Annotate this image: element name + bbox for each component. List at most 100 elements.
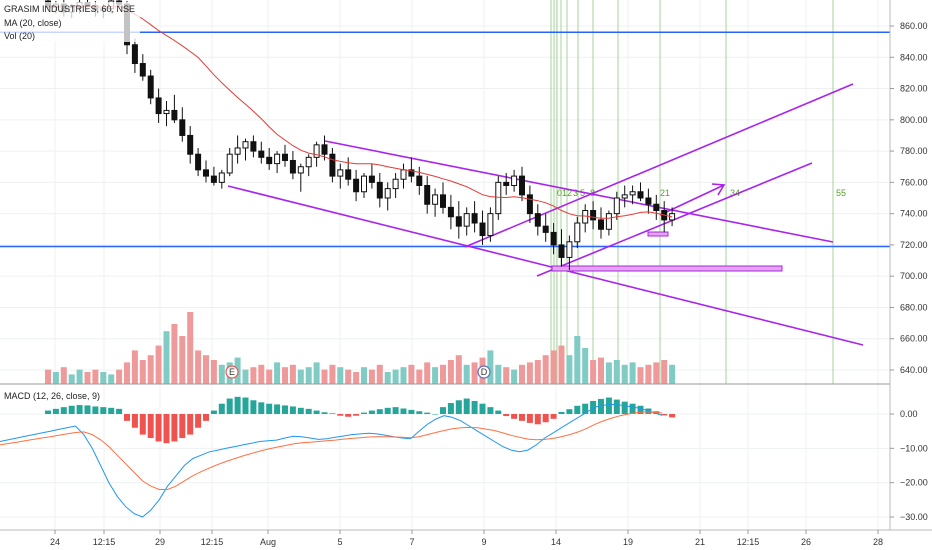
event-badge-letter: E	[229, 367, 235, 377]
candle-body	[511, 175, 518, 186]
macd-histogram-bar	[368, 410, 375, 414]
fib-zone-label: 3	[573, 188, 578, 198]
volume-bar	[542, 355, 549, 384]
macd-tick-label: −20.00	[900, 478, 928, 488]
macd-histogram-bar	[424, 412, 431, 414]
macd-histogram-bar	[147, 414, 154, 439]
macd-histogram-bar	[669, 414, 676, 418]
candle-body	[463, 213, 470, 227]
volume-bar	[124, 362, 130, 384]
macd-histogram-bar	[463, 398, 470, 414]
volume-bar	[471, 362, 478, 384]
macd-histogram-bar	[661, 414, 668, 416]
price-tick-label: 760.00	[900, 177, 928, 187]
volume-bar	[463, 364, 470, 384]
macd-histogram-bar	[116, 408, 123, 414]
macd-histogram-bar	[187, 414, 194, 435]
candle-body	[329, 153, 336, 177]
macd-histogram-bar	[242, 397, 249, 414]
fib-zone-label: 55	[836, 188, 846, 198]
volume-bar	[68, 374, 75, 384]
volume-bar	[305, 367, 312, 384]
time-tick-label: 26	[801, 537, 811, 547]
macd-histogram-bar	[590, 400, 597, 414]
macd-histogram-bar	[92, 406, 99, 414]
volume-bar	[92, 369, 99, 384]
macd-histogram-bar	[487, 407, 494, 414]
volume-bar	[242, 369, 249, 384]
candle-body	[297, 166, 304, 174]
macd-histogram-bar	[266, 403, 273, 414]
macd-histogram-bar	[542, 414, 549, 423]
macd-histogram-bar	[392, 407, 399, 414]
time-axis: 24 12:15 29 12:15 Aug 5 7 9 14 19 21 12:15 26 28	[50, 530, 883, 547]
macd-histogram-bar	[345, 414, 352, 417]
volume-bar	[376, 364, 383, 384]
candle-body	[187, 134, 194, 155]
macd-histogram-bar	[250, 400, 257, 414]
event-badge	[477, 365, 491, 379]
macd-histogram-bar	[511, 414, 518, 419]
time-tick-label: 29	[155, 537, 165, 547]
volume-bar	[195, 350, 202, 384]
macd-histogram-bar	[432, 414, 439, 415]
macd-tick-label: 0.00	[900, 409, 918, 419]
volume-bar	[321, 369, 328, 384]
macd-histogram-bar	[613, 399, 620, 414]
volume-bar	[163, 331, 170, 384]
volume-bar	[487, 350, 494, 384]
volume-bar	[108, 374, 115, 384]
macd-histogram-bar	[455, 400, 462, 414]
macd-histogram-bar	[479, 403, 486, 414]
macd-histogram-bar	[52, 408, 59, 414]
ma-indicator-label: MA (20, close)	[4, 18, 62, 28]
time-tick-label: 12:15	[93, 537, 116, 547]
macd-histogram-bar	[218, 403, 225, 414]
candle-body	[416, 175, 423, 186]
time-tick-label: Aug	[260, 537, 276, 547]
volume-bar	[274, 362, 281, 384]
price-axis: 860.00 840.00 820.00 800.00 780.00 760.00 740.…	[890, 21, 928, 375]
candle-body	[637, 191, 644, 199]
volume-bar	[447, 360, 454, 384]
macd-histogram-bar	[361, 412, 367, 414]
event-badge	[225, 365, 239, 379]
volume-bar	[147, 355, 154, 384]
candle-body	[361, 175, 367, 193]
volume-bar	[605, 362, 612, 384]
volume-bar	[400, 367, 407, 384]
candle-body	[313, 144, 320, 158]
volume-bar	[210, 360, 217, 384]
candle-body	[598, 219, 604, 230]
volume-bar	[313, 362, 320, 384]
volume-bar	[629, 362, 636, 384]
macd-histogram-bar	[582, 403, 589, 414]
trend-line	[324, 140, 834, 243]
candle-body	[400, 169, 407, 180]
candle-body	[534, 213, 541, 227]
macd-histogram-bar	[60, 407, 67, 414]
candle-body	[171, 109, 178, 121]
volume-bar	[645, 364, 652, 384]
macd-histogram-bar	[629, 403, 636, 414]
candle-body	[218, 172, 225, 183]
time-tick-label: 12:15	[201, 537, 224, 547]
fib-zone-label: 21	[660, 188, 670, 198]
volume-bar	[368, 369, 375, 384]
candle-body	[274, 153, 281, 165]
volume-bar	[187, 312, 194, 384]
candle-body	[645, 197, 652, 205]
volume-bar	[100, 372, 107, 384]
macd-histogram-bar	[519, 414, 525, 421]
macd-histogram-bar	[598, 398, 604, 414]
header-backdrop	[0, 2, 140, 42]
macd-histogram-bar	[171, 414, 178, 442]
price-tick-label: 740.00	[900, 209, 928, 219]
candle-body	[424, 184, 431, 205]
candle-body	[210, 175, 217, 183]
macd-histogram-bar	[163, 414, 170, 444]
macd-histogram-bar	[337, 414, 344, 416]
candle-body	[250, 141, 257, 152]
candle-body	[242, 141, 249, 149]
